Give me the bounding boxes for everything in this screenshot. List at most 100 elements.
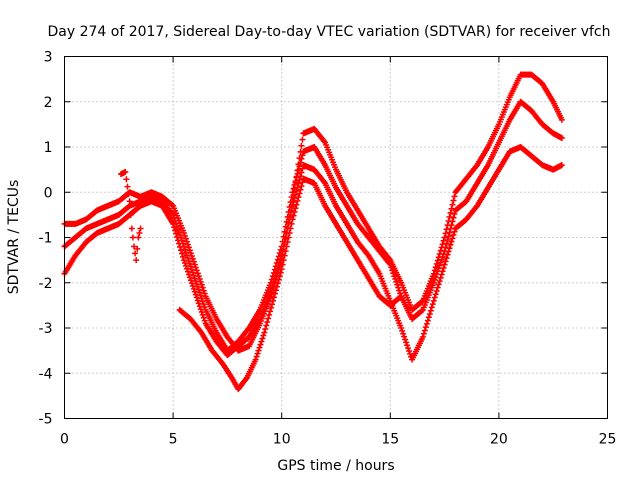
data-point <box>436 262 443 269</box>
data-point <box>449 235 456 242</box>
data-point <box>448 205 455 212</box>
data-point <box>175 237 182 244</box>
data-point <box>270 294 277 301</box>
y-tick-label: -5 <box>39 412 53 428</box>
data-point <box>255 347 262 354</box>
data-point <box>197 292 204 299</box>
data-point <box>442 244 449 251</box>
data-point <box>258 338 265 345</box>
data-point <box>181 260 188 267</box>
data-point <box>431 294 438 301</box>
data-point <box>443 240 450 247</box>
data-point <box>392 276 399 283</box>
data-point <box>558 134 565 141</box>
data-point <box>298 142 305 149</box>
data-point <box>446 245 453 252</box>
data-point <box>558 162 565 169</box>
data-point <box>450 214 457 221</box>
series-track-c <box>61 144 565 363</box>
data-point <box>173 230 180 237</box>
data-point <box>270 278 277 285</box>
data-point <box>431 267 438 274</box>
data-point <box>437 274 444 281</box>
data-point <box>194 297 201 304</box>
data-point <box>441 261 448 268</box>
y-axis-title: SDTVAR / TECUs <box>6 180 22 295</box>
data-point <box>439 253 446 260</box>
data-point <box>187 277 194 284</box>
data-point <box>398 325 405 331</box>
data-point <box>440 264 447 271</box>
data-point <box>442 230 449 237</box>
data-point <box>433 287 440 294</box>
data-point <box>278 266 285 273</box>
data-point <box>287 225 294 232</box>
plot-frame <box>64 56 608 419</box>
data-point <box>133 257 140 264</box>
data-point <box>272 272 279 279</box>
data-point <box>183 252 190 259</box>
data-point <box>274 280 281 287</box>
data-point <box>201 290 208 297</box>
data-point <box>298 155 305 162</box>
data-point <box>446 213 453 220</box>
data-point <box>389 267 396 274</box>
data-point <box>269 301 276 308</box>
data-point <box>266 311 273 318</box>
data-point <box>184 255 191 262</box>
x-tick-label: 15 <box>381 432 399 448</box>
data-point <box>192 278 199 285</box>
data-point <box>135 234 142 241</box>
data-point <box>272 287 279 294</box>
data-point <box>192 291 199 298</box>
data-point <box>262 326 269 333</box>
data-point <box>260 332 267 339</box>
y-tick-label: 0 <box>44 185 53 201</box>
data-point <box>129 234 136 241</box>
data-point <box>399 327 406 334</box>
data-point <box>430 297 437 304</box>
data-point <box>451 211 458 218</box>
data-point <box>124 183 131 190</box>
data-point <box>430 279 437 286</box>
data-point <box>170 211 177 218</box>
data-point <box>558 116 565 123</box>
x-axis-title: GPS time / hours <box>277 458 394 474</box>
data-point <box>180 257 187 264</box>
data-point <box>194 270 201 277</box>
data-point <box>279 261 286 268</box>
data-point <box>200 287 207 294</box>
data-point <box>181 232 188 239</box>
data-point <box>127 211 134 218</box>
data-point <box>183 238 190 245</box>
data-point <box>450 197 457 204</box>
data-point <box>186 247 193 254</box>
data-point <box>431 276 438 283</box>
data-point <box>390 270 397 277</box>
data-point <box>447 241 454 248</box>
data-point <box>440 250 447 257</box>
data-point <box>290 212 297 219</box>
data-point <box>428 304 435 311</box>
data-point <box>122 168 129 175</box>
data-point <box>277 255 284 262</box>
data-point <box>386 260 393 267</box>
data-point <box>400 330 407 337</box>
data-point <box>292 205 299 212</box>
data-point <box>186 260 193 267</box>
data-point <box>190 272 197 279</box>
data-point <box>196 303 203 310</box>
data-point <box>170 220 177 227</box>
data-point <box>285 234 292 241</box>
data-point <box>188 280 195 287</box>
data-point <box>421 327 428 334</box>
data-point <box>263 322 270 329</box>
data-point <box>271 290 278 297</box>
data-point <box>174 223 181 230</box>
data-point <box>299 136 306 143</box>
data-point <box>432 291 439 298</box>
data-point <box>191 261 198 268</box>
data-point <box>284 239 291 246</box>
data-point <box>194 283 201 290</box>
